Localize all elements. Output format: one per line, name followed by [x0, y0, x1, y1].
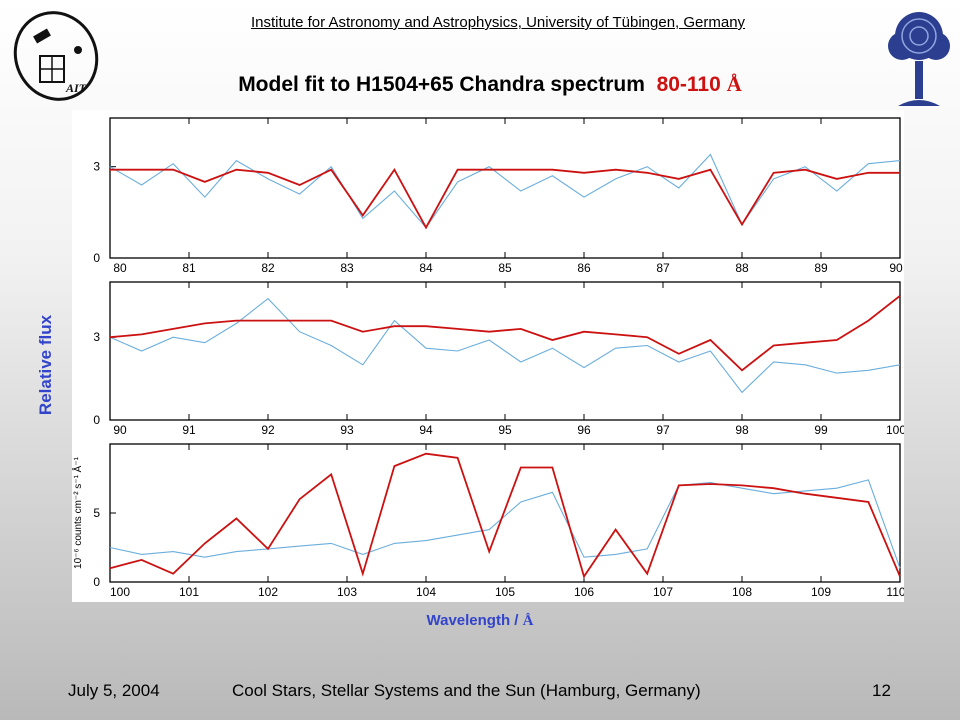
spectrum-chart: 80 81 82 83 84 85 86 87 88 89 90 0 3 90 91 92 93 94 95 96 97…: [72, 110, 904, 602]
spectrum-panel-3: 100 101 102 103 104 105 106 107 108 109 110 0 5: [93, 443, 904, 599]
y-tick-label: 0: [93, 413, 100, 427]
model-spectrum-line: [110, 167, 900, 230]
x-tick-label: 83: [340, 261, 354, 275]
observed-spectrum-line: [109, 153, 901, 229]
footer-conference: Cool Stars, Stellar Systems and the Sun …: [232, 681, 701, 700]
x-tick-label: 102: [258, 585, 278, 599]
panel-frame: [109, 443, 901, 583]
x-tick-label: 80: [113, 261, 127, 275]
x-tick-label: 90: [889, 261, 903, 275]
y-axis-label-text: Relative flux: [36, 314, 55, 416]
x-tick-label: 106: [574, 585, 594, 599]
x-tick-label: 100: [886, 423, 904, 437]
x-tick-label: 95: [498, 423, 512, 437]
observed-spectrum-line: [109, 297, 901, 394]
ait-logo-text: AIT: [65, 81, 87, 95]
footer-date: July 5, 2004: [68, 681, 160, 700]
title-range: 80-110: [656, 73, 721, 96]
x-tick-label: 87: [656, 261, 670, 275]
x-tick-label: 103: [337, 585, 357, 599]
x-axis-label-word: Wavelength /: [426, 612, 519, 629]
x-tick-label: 85: [498, 261, 512, 275]
x-tick-label: 89: [814, 261, 828, 275]
observed-spectrum-line: [109, 479, 901, 569]
spectrum-panel-1: 80 81 82 83 84 85 86 87 88 89 90 0 3: [93, 117, 903, 275]
y-tick-label: 5: [93, 506, 100, 520]
x-tick-label: 84: [419, 261, 433, 275]
x-tick-label: 110: [886, 585, 904, 599]
x-tick-label: 91: [182, 423, 196, 437]
inner-y-axis-label: 10⁻⁶ counts cm⁻² s⁻¹ Å⁻¹: [72, 456, 84, 569]
panel-frame: [109, 117, 901, 259]
y-tick-label: 3: [93, 330, 100, 344]
model-spectrum-line: [109, 295, 901, 372]
model-spectrum-line: [109, 452, 901, 579]
x-tick-label: 92: [261, 423, 275, 437]
title-main: Model fit to H1504+65 Chandra spectrum: [238, 73, 645, 96]
tuebingen-tree-logo: [884, 6, 954, 110]
slide-title: Model fit to H1504+65 Chandra spectrum 8…: [120, 72, 860, 97]
x-tick-label: 104: [416, 585, 436, 599]
x-tick-label: 96: [577, 423, 591, 437]
spectrum-panel-2: 90 91 92 93 94 95 96 97 98 99 100 0 3: [93, 281, 904, 437]
x-tick-label: 109: [811, 585, 831, 599]
x-axis-label: Wavelength / Å: [330, 612, 630, 630]
x-tick-label: 81: [182, 261, 196, 275]
x-axis-label-unit: Å: [522, 613, 534, 629]
x-tick-label: 86: [577, 261, 591, 275]
ait-logo: AIT: [6, 6, 102, 102]
x-tick-label: 94: [419, 423, 433, 437]
y-tick-label: 0: [93, 575, 100, 589]
x-tick-label: 90: [113, 423, 127, 437]
spectrum-chart-svg: 80 81 82 83 84 85 86 87 88 89 90 0 3 90 91 92 93 94 95 96 97…: [72, 117, 904, 599]
institute-header: Institute for Astronomy and Astrophysics…: [250, 14, 746, 31]
x-tick-label: 98: [735, 423, 749, 437]
x-tick-label: 105: [495, 585, 515, 599]
y-tick-label: 0: [93, 251, 100, 265]
x-tick-label: 101: [179, 585, 199, 599]
x-tick-label: 97: [656, 423, 670, 437]
footer-page-number: 12: [872, 681, 891, 700]
y-tick-label: 3: [93, 160, 100, 174]
x-tick-label: 88: [735, 261, 749, 275]
x-tick-label: 107: [653, 585, 673, 599]
x-tick-label: 100: [110, 585, 130, 599]
x-tick-label: 99: [814, 423, 828, 437]
x-tick-label: 93: [340, 423, 354, 437]
x-tick-label: 82: [261, 261, 275, 275]
title-unit: Å: [726, 72, 742, 96]
x-tick-label: 108: [732, 585, 752, 599]
